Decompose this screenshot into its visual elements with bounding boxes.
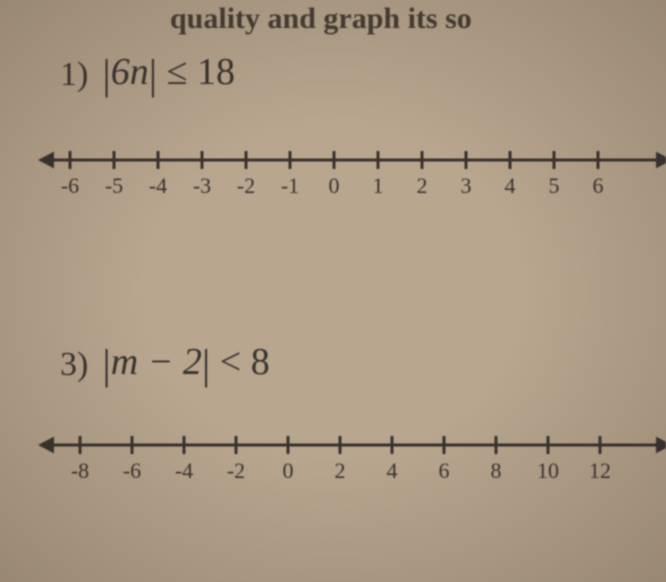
svg-text:-5: -5 xyxy=(105,173,123,198)
svg-text:8: 8 xyxy=(491,458,502,483)
problem-1-number: 1) xyxy=(60,56,88,94)
svg-text:-3: -3 xyxy=(193,173,211,198)
svg-text:-2: -2 xyxy=(237,173,255,198)
svg-text:2: 2 xyxy=(417,173,428,198)
problem-1: 1) |6n| ≤ 18 xyxy=(60,50,235,99)
svg-text:5: 5 xyxy=(549,173,560,198)
svg-text:12: 12 xyxy=(589,458,611,483)
svg-text:10: 10 xyxy=(537,458,559,483)
svg-text:-1: -1 xyxy=(281,173,299,198)
svg-text:1: 1 xyxy=(373,173,384,198)
problem-3-inequality: |m − 2| < 8 xyxy=(102,340,269,389)
svg-text:4: 4 xyxy=(505,173,516,198)
svg-text:0: 0 xyxy=(283,458,294,483)
svg-text:-4: -4 xyxy=(175,458,193,483)
svg-text:-4: -4 xyxy=(149,173,167,198)
svg-text:-8: -8 xyxy=(71,458,89,483)
number-line-3: -8 -6 -4 -2 0 2 4 6 8 10 12 xyxy=(30,420,666,500)
problem-3-number: 3) xyxy=(60,346,88,384)
svg-text:0: 0 xyxy=(329,173,340,198)
svg-text:-6: -6 xyxy=(123,458,141,483)
svg-text:4: 4 xyxy=(387,458,398,483)
number-line-1: -6 -5 -4 -3 -2 -1 0 1 2 3 4 5 6 xyxy=(30,135,666,215)
problem-3: 3) |m − 2| < 8 xyxy=(60,340,270,389)
svg-text:3: 3 xyxy=(461,173,472,198)
svg-text:-6: -6 xyxy=(61,173,79,198)
svg-text:6: 6 xyxy=(439,458,450,483)
svg-text:-2: -2 xyxy=(227,458,245,483)
number-line-3-svg: -8 -6 -4 -2 0 2 4 6 8 10 12 xyxy=(30,420,666,500)
number-line-1-svg: -6 -5 -4 -3 -2 -1 0 1 2 3 4 5 6 xyxy=(30,135,666,215)
problem-1-inequality: |6n| ≤ 18 xyxy=(102,50,235,99)
svg-text:2: 2 xyxy=(335,458,346,483)
svg-text:6: 6 xyxy=(593,173,604,198)
page-header-partial: quality and graph its so xyxy=(170,2,472,36)
